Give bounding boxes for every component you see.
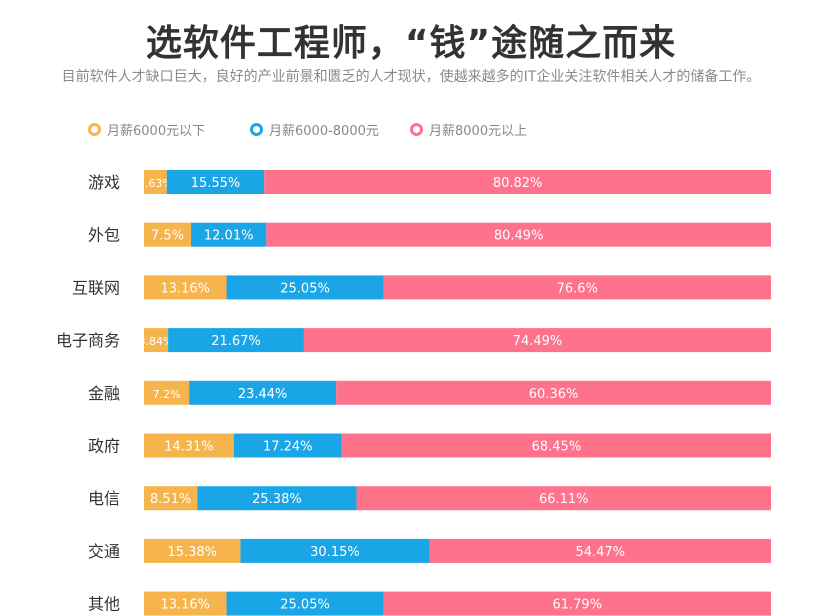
data-label-high: 66.11% [539,492,589,507]
page-title: 选软件工程师，“钱”途随之而来 [145,23,677,64]
data-label-mid: 30.15% [310,545,360,560]
bar-segment-mid[interactable] [226,591,384,616]
bar-segment-high[interactable] [336,380,771,405]
category-label: 交通 [88,542,120,561]
page-subtitle: 目前软件人才缺口巨大，良好的产业前景和匮乏的人才现状，使越来越多的IT企业关注软… [61,69,761,85]
data-label-high: 68.45% [532,440,582,455]
data-label-high: 60.36% [529,387,579,402]
data-label-high: 61.79% [552,598,602,613]
bar-segment-mid[interactable] [191,222,267,247]
bar-segment-mid[interactable] [168,328,304,353]
category-label: 互联网 [72,278,120,297]
data-label-low: 8.51% [150,492,191,507]
data-label-mid: 15.55% [191,176,241,191]
bar-segment-high[interactable] [266,222,771,247]
data-label-high: 76.6% [557,281,598,296]
bar-segment-high[interactable] [264,170,771,194]
bar-segment-low[interactable] [144,380,190,405]
data-label-high: 80.49% [494,229,544,244]
legend-item-high[interactable]: 月薪8000元以上 [410,120,527,139]
data-label-low: 7.2% [153,388,181,401]
data-label-low: 3.63% [138,177,173,190]
data-label-mid: 17.24% [263,440,313,455]
data-label-mid: 23.44% [238,387,288,402]
bar-segment-low[interactable] [144,222,192,247]
bar-segment-high[interactable] [383,591,771,616]
data-label-low: 14.31% [164,440,214,455]
legend-label-mid: 月薪6000-8000元 [269,124,379,139]
bar-segment-high[interactable] [341,433,771,458]
data-label-high: 80.82% [493,176,543,191]
bar-segment-mid[interactable] [240,538,430,563]
category-label: 其他 [88,595,120,614]
legend-item-mid[interactable]: 月薪6000-8000元 [250,120,379,139]
data-label-high: 74.49% [513,334,563,349]
category-label: 电子商务 [56,331,120,350]
bar-segment-high[interactable] [303,328,771,353]
data-label-low: 13.16% [160,598,210,613]
bar-segment-high[interactable] [356,486,771,511]
category-label: 外包 [88,226,120,245]
data-label-mid: 25.05% [280,281,330,296]
data-label-mid: 25.38% [252,492,302,507]
data-label-mid: 25.05% [280,598,330,613]
bar-segment-mid[interactable] [189,380,337,405]
bar-segment-mid[interactable] [197,486,357,511]
data-label-mid: 21.67% [211,334,261,349]
bar-segment-low[interactable] [144,170,167,194]
bar-segment-high[interactable] [383,275,771,300]
bar-segment-low[interactable] [144,433,234,458]
bar-segment-mid[interactable] [233,433,342,458]
data-label-low: 13.16% [160,281,210,296]
bar-segment-high[interactable] [429,538,771,563]
bar-segment-low[interactable] [144,591,227,616]
legend-label-high: 月薪8000元以上 [429,124,528,139]
bar-segment-mid[interactable] [226,275,384,300]
category-label: 电信 [88,489,120,508]
legend-marker-high [410,123,423,136]
bar-segment-mid[interactable] [166,170,265,194]
category-label: 游戏 [88,173,120,192]
category-label: 金融 [88,384,120,403]
data-label-mid: 12.01% [204,229,254,244]
bar-segment-low[interactable] [144,486,198,511]
legend-marker-low [88,123,101,136]
data-label-low: 15.38% [167,545,217,560]
data-label-low: 7.5% [151,229,184,244]
legend-item-low[interactable]: 月薪6000元以下 [88,120,205,139]
legend-label-low: 月薪6000元以下 [107,124,206,139]
legend-marker-mid [250,123,263,136]
bar-segment-low[interactable] [144,275,227,300]
data-label-low: 3.84% [139,335,174,348]
bar-segment-low[interactable] [144,328,169,353]
category-label: 政府 [88,437,120,456]
data-label-high: 54.47% [575,545,625,560]
bar-segment-low[interactable] [144,538,241,563]
